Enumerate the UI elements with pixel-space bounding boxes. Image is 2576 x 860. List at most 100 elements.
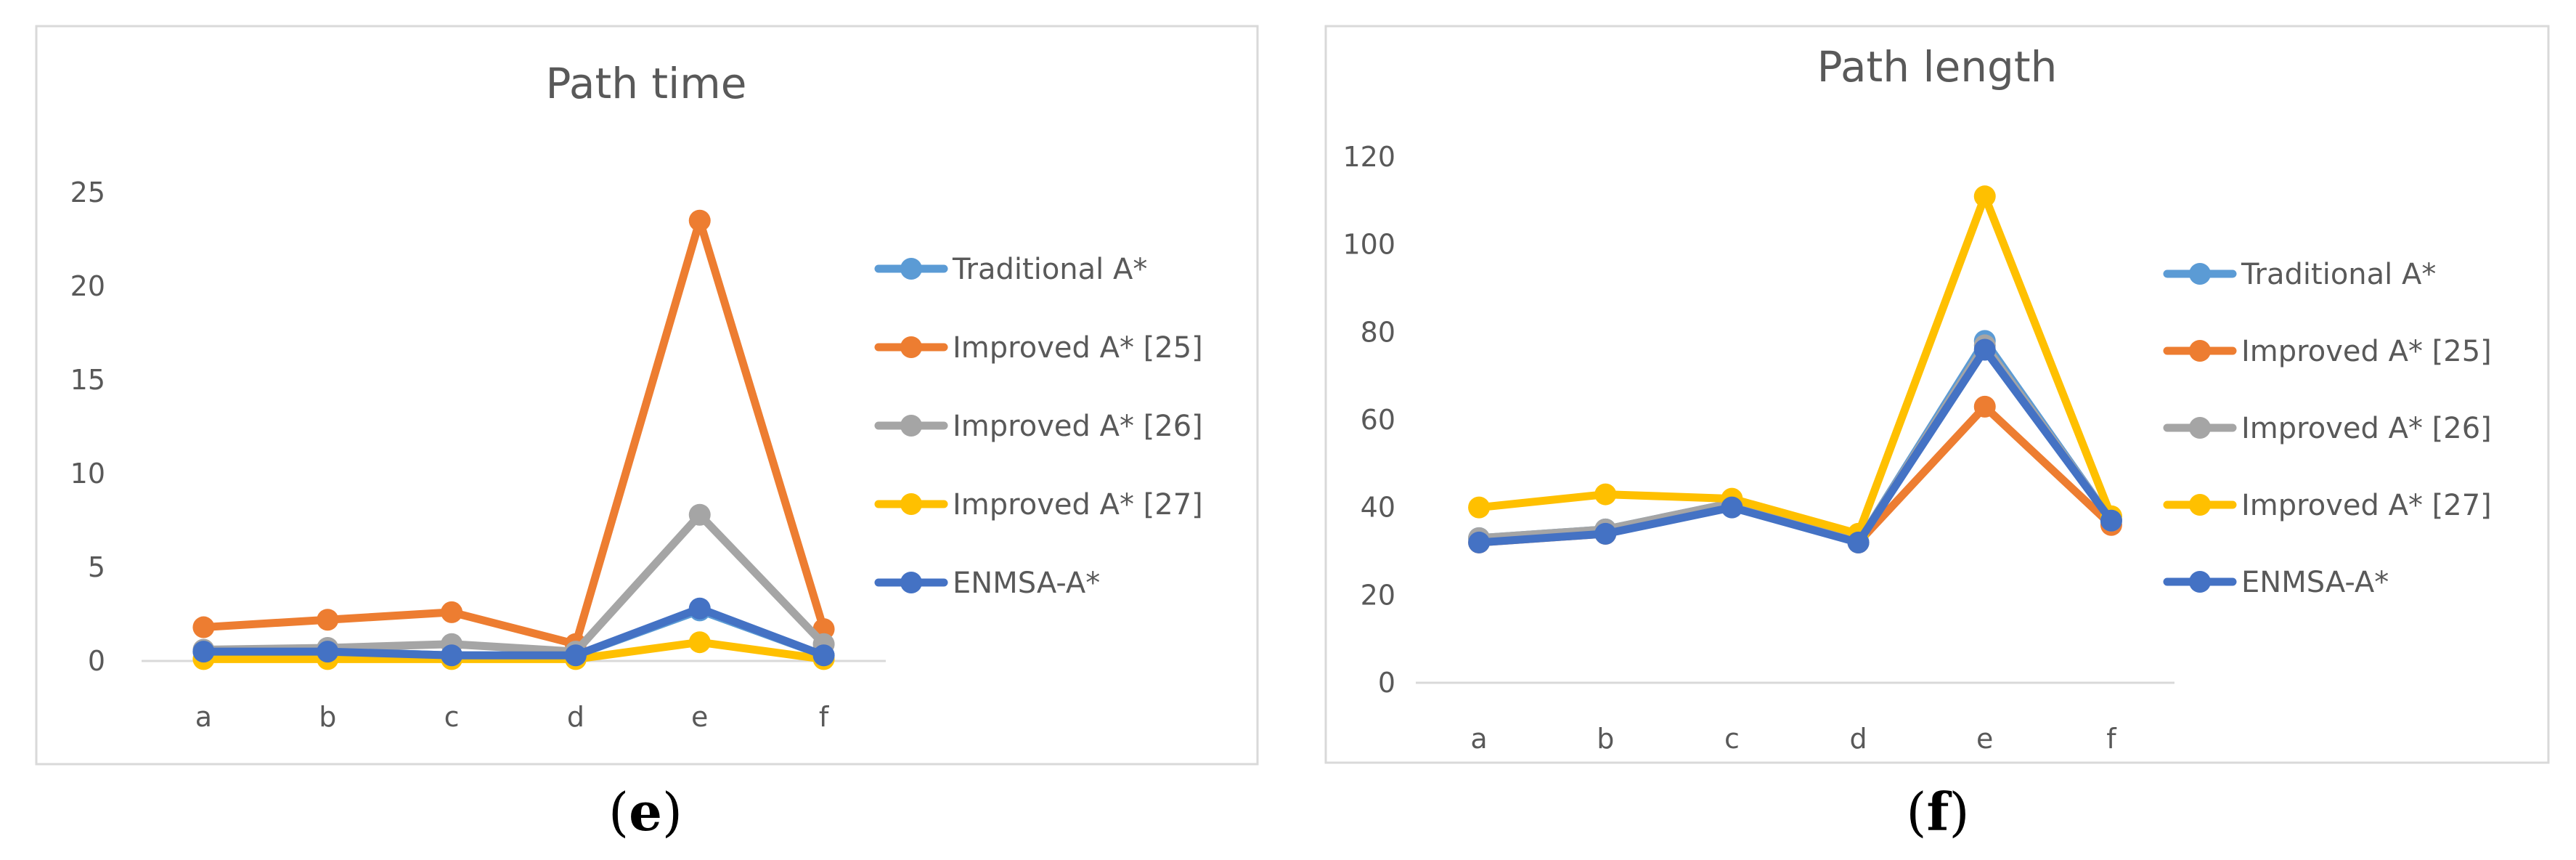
series-line [199, 216, 828, 649]
chart-title: Path length [1817, 42, 2058, 92]
legend-marker [2189, 263, 2211, 285]
x-tick-label: b [319, 701, 336, 733]
legend-marker [2189, 417, 2211, 439]
y-tick-label: 0 [88, 645, 105, 677]
x-tick-label: a [195, 701, 212, 733]
data-point [1847, 531, 1870, 553]
series-4 [192, 597, 835, 667]
legend-item: Improved A* [27] [874, 488, 1203, 522]
legend: Traditional A* Improved A* [25] Improved A… [874, 253, 1203, 600]
data-point [1594, 483, 1617, 506]
data-point [1468, 531, 1491, 553]
series-line [1475, 345, 2116, 547]
data-point [441, 601, 463, 623]
legend-marker [900, 493, 922, 515]
caption-e-open: ( [608, 782, 629, 843]
data-point [688, 209, 711, 232]
data-point [1973, 338, 1996, 361]
legend-label: Improved A* [26] [2241, 412, 2492, 445]
y-tick-label: 100 [1342, 229, 1395, 261]
legend-item: ENMSA-A* [2163, 566, 2389, 599]
data-point [192, 641, 215, 663]
x-tick-label: c [1724, 723, 1740, 755]
legend-item: Improved A* [26] [874, 410, 1203, 443]
legend-marker [900, 415, 922, 437]
legend-item: Traditional A* [874, 253, 1147, 286]
legend-label: Improved A* [25] [2241, 335, 2492, 368]
chart-f: Path length 0 20 40 60 80 100 120 a b c d e f Traditio… [1324, 25, 2550, 764]
x-tick-label: d [1850, 723, 1867, 755]
data-point [317, 609, 339, 631]
y-tick-label: 5 [88, 551, 105, 583]
y-tick-label: 0 [1378, 667, 1395, 699]
caption-f-letter: f [1926, 781, 1949, 843]
legend-marker [900, 258, 922, 280]
data-point [317, 641, 339, 663]
legend-item: Improved A* [25] [2163, 335, 2492, 368]
x-tick-label: f [2106, 723, 2117, 755]
caption-e-close: ) [661, 782, 682, 843]
data-point [1973, 185, 1996, 208]
legend-label: Traditional A* [952, 253, 1147, 286]
series-4 [1468, 338, 2122, 553]
chart-frame [1324, 25, 2550, 764]
legend-label: ENMSA-A* [2241, 566, 2389, 599]
chart-title: Path time [546, 59, 747, 108]
data-point [688, 631, 711, 654]
y-tick-label: 40 [1361, 492, 1395, 524]
legend-item: ENMSA-A* [874, 567, 1100, 600]
series-line [199, 604, 828, 660]
data-point [688, 597, 711, 620]
data-point [1468, 496, 1491, 519]
y-tick-label: 60 [1361, 404, 1395, 436]
legend-marker [900, 336, 922, 358]
data-point [812, 644, 835, 667]
legend-marker [2189, 494, 2211, 516]
y-tick-label: 10 [70, 458, 105, 490]
x-tick-label: d [567, 701, 584, 733]
y-tick-label: 15 [70, 364, 105, 396]
y-tick-label: 25 [70, 177, 105, 208]
legend-label: Improved A* [26] [953, 410, 1203, 443]
y-tick-label: 120 [1342, 141, 1395, 173]
legend-label: Traditional A* [2241, 258, 2436, 291]
data-point [192, 616, 215, 638]
data-point [1721, 496, 1743, 519]
legend-label: Improved A* [27] [953, 488, 1203, 522]
x-tick-label: c [444, 701, 460, 733]
legend-marker [2189, 340, 2211, 362]
legend-marker [900, 572, 922, 593]
x-tick-label: b [1597, 723, 1614, 755]
data-point [1594, 522, 1617, 545]
legend-item: Improved A* [26] [2163, 412, 2492, 445]
legend-label: Improved A* [27] [2241, 489, 2492, 522]
y-tick-label: 20 [70, 270, 105, 302]
x-tick-label: f [819, 701, 830, 733]
y-tick-label: 80 [1361, 316, 1395, 348]
legend-item: Improved A* [25] [874, 331, 1203, 365]
legend-item: Improved A* [27] [2163, 489, 2492, 522]
caption-e-letter: e [629, 781, 662, 843]
x-tick-label: e [1976, 723, 1993, 755]
chart-e: Path time 0 5 10 15 20 25 a b c d e f Traditional A* I… [35, 25, 1259, 766]
legend-item: Traditional A* [2163, 258, 2436, 291]
data-point [2100, 509, 2122, 532]
caption-f-close: ) [1949, 782, 1970, 843]
legend-label: ENMSA-A* [953, 567, 1100, 600]
legend-label: Improved A* [25] [953, 331, 1203, 365]
x-tick-label: a [1470, 723, 1487, 755]
caption-f-open: ( [1906, 782, 1927, 843]
series-line [1475, 192, 2116, 538]
caption-e: (e) [573, 781, 718, 843]
legend: Traditional A* Improved A* [25] Improved A… [2163, 258, 2492, 599]
data-point [1973, 395, 1996, 418]
x-tick-label: e [691, 701, 708, 733]
caption-f: (f) [1865, 781, 2010, 843]
legend-marker [2189, 571, 2211, 593]
data-point [564, 644, 587, 667]
data-point [688, 503, 711, 526]
y-tick-label: 20 [1361, 579, 1395, 611]
data-point [441, 644, 463, 667]
series-1 [192, 209, 835, 655]
